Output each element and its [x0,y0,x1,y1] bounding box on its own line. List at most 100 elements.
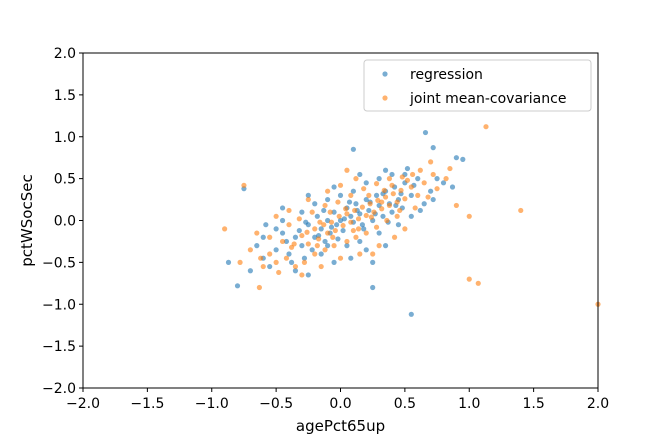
point-0-68 [331,259,337,265]
point-0-2 [292,234,299,240]
point-1-54 [386,176,393,182]
point-0-14 [340,227,346,234]
point-1-48 [309,209,315,215]
point-1-96 [258,255,264,261]
point-0-3 [299,243,305,249]
point-0-74 [303,219,309,225]
y-tick-label: −1.0 [42,297,76,313]
point-0-46 [344,243,350,249]
point-1-7 [321,222,327,228]
point-1-68 [376,243,382,249]
point-0-110 [225,259,232,265]
point-0-57 [389,171,395,178]
point-1-18 [363,212,369,219]
point-1-76 [368,214,374,220]
point-0-49 [376,230,382,236]
point-1-90 [273,213,279,219]
point-0-53 [337,192,344,198]
point-0-47 [357,238,363,245]
point-1-81 [327,209,333,215]
point-1-11 [336,213,342,219]
point-0-72 [283,238,290,245]
point-0-94 [382,167,389,173]
point-0-40 [247,268,253,274]
point-1-110 [256,284,262,291]
point-1-108 [453,202,459,209]
point-1-107 [428,159,434,165]
point-1-36 [301,259,308,265]
point-0-20 [361,226,367,232]
point-0-71 [370,259,376,265]
point-0-73 [296,227,302,234]
point-1-24 [386,202,393,209]
point-0-36 [273,247,279,253]
point-0-106 [430,145,436,151]
point-0-105 [460,156,466,162]
point-1-8 [325,230,331,236]
point-1-61 [434,186,440,192]
point-0-6 [314,213,320,219]
point-1-0 [267,251,273,257]
point-1-45 [394,213,400,219]
point-1-100 [483,124,489,130]
point-1-44 [384,217,390,224]
point-1-20 [371,209,377,215]
point-1-10 [332,227,338,234]
y-tick-label: −0.5 [42,255,76,271]
point-0-16 [348,213,354,219]
point-0-63 [421,201,427,207]
point-0-45 [325,243,331,249]
point-1-5 [312,226,318,232]
x-tick-label: 1.0 [458,396,480,412]
point-0-66 [292,268,299,274]
point-1-70 [291,241,297,247]
point-1-52 [361,186,367,192]
point-0-7 [318,226,324,232]
point-1-14 [348,219,354,225]
point-1-1 [279,238,286,245]
y-tick-label: 2.0 [54,46,76,62]
point-1-37 [312,251,318,257]
point-1-15 [352,207,358,214]
point-1-58 [267,234,273,240]
point-1-75 [355,226,362,232]
y-tick-label: −2.0 [42,381,76,397]
point-0-12 [334,222,340,228]
point-1-23 [382,194,389,200]
point-0-83 [335,236,341,242]
point-1-73 [330,234,336,240]
y-tick-label: 1.0 [54,130,76,146]
point-1-103 [466,276,472,282]
point-1-105 [241,182,247,188]
point-1-84 [379,199,385,205]
point-1-22 [379,206,385,212]
legend-marker-regression [382,71,388,77]
point-0-104 [453,155,459,161]
point-1-99 [402,226,408,232]
point-0-76 [328,224,335,230]
point-1-34 [283,255,290,261]
point-1-69 [391,234,398,240]
x-tick-label: −1.0 [195,396,229,412]
point-0-24 [373,192,380,198]
point-0-26 [380,213,386,219]
point-1-72 [317,219,323,225]
point-1-28 [402,196,408,202]
point-1-25 [390,191,396,197]
point-1-16 [355,216,362,222]
point-0-65 [440,180,447,186]
point-1-88 [430,171,436,178]
point-1-55 [399,174,405,180]
y-tick-label: 1.5 [54,88,76,104]
point-1-49 [322,202,328,209]
point-1-60 [425,194,431,200]
point-0-39 [254,243,260,249]
point-1-56 [247,247,253,253]
point-0-37 [267,263,273,270]
point-1-47 [296,216,302,222]
point-0-98 [279,205,286,211]
point-0-93 [404,165,411,172]
point-0-43 [309,247,315,253]
point-1-77 [381,187,387,193]
point-1-92 [305,196,311,203]
